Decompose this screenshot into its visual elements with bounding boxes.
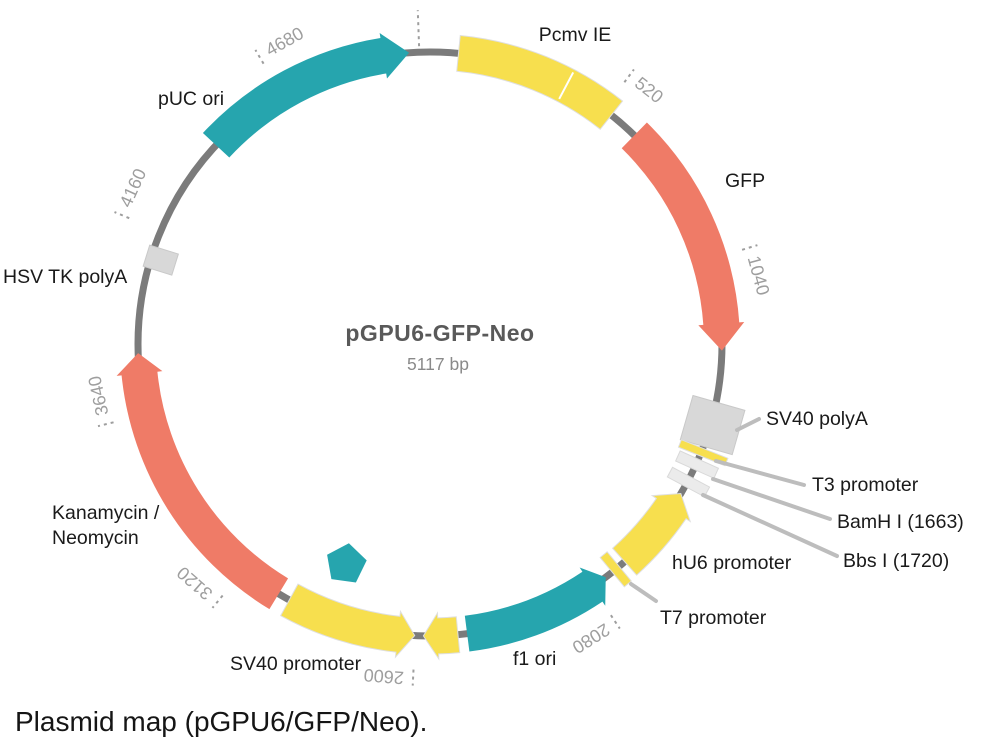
f1-ori-label: f1 ori	[513, 648, 556, 670]
kanamycin-neomycin-feature	[116, 353, 289, 610]
tick-label-3120: 3120	[173, 563, 216, 604]
plasmid-map-graphics: 520 1040 2080 2600 3120 3640 4160 4680 Pcmv IE GF…	[3, 10, 964, 688]
tick-label-3640: 3640	[84, 374, 112, 417]
hsv-tk-polya-shape	[142, 244, 179, 276]
between-arrow-shape	[422, 611, 461, 661]
tick-1040: 1040	[741, 244, 774, 298]
puc-ori-feature	[202, 33, 410, 158]
tick-label-520: 520	[631, 73, 667, 107]
sv40-polya-feature	[679, 394, 746, 456]
hu6-promoter-label: hU6 promoter	[672, 552, 792, 574]
t7-promoter-feature	[599, 551, 632, 588]
t7-promoter-shape	[599, 551, 632, 588]
hsv-tk-polya-label: HSV TK polyA	[3, 266, 127, 288]
bamhi-site-shape	[674, 450, 720, 479]
tick-label-4680: 4680	[262, 23, 307, 60]
gfp-feature	[621, 122, 745, 351]
sv40-polya-label: SV40 polyA	[766, 408, 868, 430]
sv40-promoter-shape	[279, 583, 416, 659]
pcmv-ie-divider	[558, 71, 575, 100]
t3-promoter-label: T3 promoter	[812, 474, 919, 496]
plasmid-title: pGPU6-GFP-Neo	[345, 320, 534, 346]
t7-promoter-label: T7 promoter	[660, 607, 767, 629]
callout-line-t3-promoter	[714, 459, 806, 487]
f1-ori-shape	[464, 567, 606, 652]
gfp-shape	[621, 122, 745, 351]
tick-mark	[211, 594, 224, 609]
tick-mark	[416, 10, 421, 47]
f1-ori-feature	[464, 567, 606, 652]
callout-line-bamhi-site	[711, 477, 832, 521]
between-arrow-feature	[422, 611, 461, 661]
tick-2080: 2080	[569, 614, 621, 658]
tick-mark	[741, 244, 758, 251]
kanamycin-neomycin-label-line2: Neomycin	[52, 527, 139, 549]
tick-label-2600: 2600	[363, 665, 404, 688]
bbsi-site-shape	[666, 466, 711, 498]
pcmv-ie-label: Pcmv IE	[539, 24, 612, 46]
callout-line-bbsi-site	[701, 493, 839, 558]
bbsi-site-label: Bbs I (1720)	[843, 550, 949, 572]
tick-3120: 3120	[173, 563, 224, 609]
puc-ori-shape	[202, 33, 410, 158]
sv40-polya-shape	[679, 394, 746, 456]
figure-caption: Plasmid map (pGPU6/GFP/Neo).	[15, 706, 427, 737]
tick-mark	[411, 669, 415, 686]
callout-line-sv40-polya	[735, 417, 761, 432]
tick-label-2080: 2080	[569, 619, 614, 657]
bamhi-site-feature	[674, 450, 720, 479]
bbsi-site-feature	[666, 466, 711, 498]
tick-4680: 4680	[254, 23, 307, 65]
tick-520: 520	[623, 68, 667, 107]
pcmv-ie-shape	[456, 34, 624, 130]
puc-ori-label: pUC ori	[158, 88, 224, 110]
tick-3640: 3640	[84, 374, 114, 428]
tick-origin	[416, 10, 421, 47]
tick-mark	[623, 68, 635, 83]
tick-2600: 2600	[363, 665, 415, 688]
callout-line-t7-promoter	[629, 582, 658, 603]
pentagon-marker	[327, 543, 367, 583]
kanamycin-neomycin-shape	[116, 353, 289, 610]
tick-label-1040: 1040	[744, 254, 774, 298]
hsv-tk-polya-feature	[142, 244, 179, 276]
gfp-label: GFP	[725, 170, 765, 192]
sv40-promoter-feature	[279, 583, 416, 659]
tick-label-4160: 4160	[116, 166, 151, 211]
kanamycin-neomycin-label-line1: Kanamycin /	[52, 502, 160, 524]
hu6-promoter-feature	[611, 492, 692, 576]
tick-mark	[254, 49, 265, 65]
pcmv-ie-feature	[456, 34, 624, 130]
plasmid-size: 5117 bp	[407, 354, 469, 374]
tick-mark	[114, 211, 130, 220]
tick-mark	[610, 614, 621, 630]
tick-mark	[97, 421, 114, 428]
sv40-promoter-label: SV40 promoter	[230, 653, 362, 675]
hu6-promoter-shape	[611, 492, 692, 576]
tick-4160: 4160	[114, 166, 151, 220]
bamhi-site-label: BamH I (1663)	[837, 511, 964, 533]
